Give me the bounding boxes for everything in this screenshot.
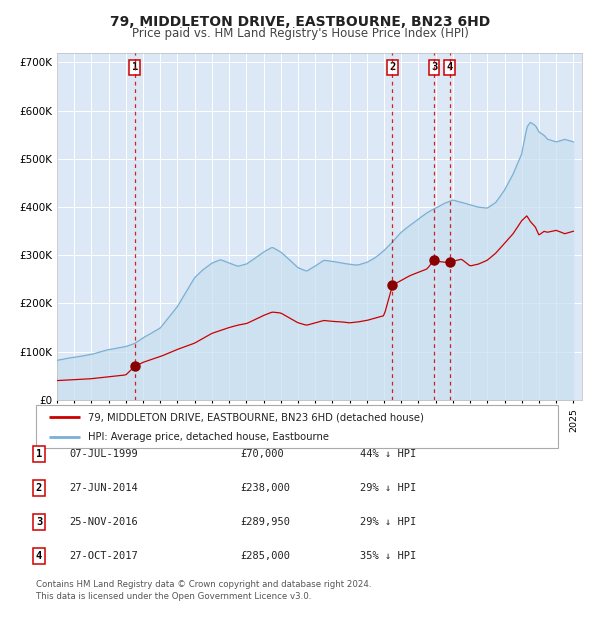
Text: 27-OCT-2017: 27-OCT-2017 bbox=[69, 551, 138, 561]
Text: Contains HM Land Registry data © Crown copyright and database right 2024.: Contains HM Land Registry data © Crown c… bbox=[36, 580, 371, 589]
Text: 44% ↓ HPI: 44% ↓ HPI bbox=[360, 449, 416, 459]
Text: 4: 4 bbox=[446, 63, 453, 73]
Text: £285,000: £285,000 bbox=[240, 551, 290, 561]
Text: 29% ↓ HPI: 29% ↓ HPI bbox=[360, 517, 416, 527]
Text: £70,000: £70,000 bbox=[240, 449, 284, 459]
FancyBboxPatch shape bbox=[36, 405, 558, 448]
Text: 1: 1 bbox=[131, 63, 138, 73]
Text: HPI: Average price, detached house, Eastbourne: HPI: Average price, detached house, East… bbox=[88, 432, 329, 442]
Text: 2: 2 bbox=[36, 483, 42, 493]
Text: £238,000: £238,000 bbox=[240, 483, 290, 493]
Text: 07-JUL-1999: 07-JUL-1999 bbox=[69, 449, 138, 459]
Text: 29% ↓ HPI: 29% ↓ HPI bbox=[360, 483, 416, 493]
Text: 1: 1 bbox=[36, 449, 42, 459]
Text: This data is licensed under the Open Government Licence v3.0.: This data is licensed under the Open Gov… bbox=[36, 592, 311, 601]
Text: 3: 3 bbox=[431, 63, 437, 73]
Text: 3: 3 bbox=[36, 517, 42, 527]
Text: Price paid vs. HM Land Registry's House Price Index (HPI): Price paid vs. HM Land Registry's House … bbox=[131, 27, 469, 40]
Text: 2: 2 bbox=[389, 63, 395, 73]
Text: 79, MIDDLETON DRIVE, EASTBOURNE, BN23 6HD (detached house): 79, MIDDLETON DRIVE, EASTBOURNE, BN23 6H… bbox=[88, 412, 424, 422]
Text: 35% ↓ HPI: 35% ↓ HPI bbox=[360, 551, 416, 561]
Text: 4: 4 bbox=[36, 551, 42, 561]
Text: 79, MIDDLETON DRIVE, EASTBOURNE, BN23 6HD: 79, MIDDLETON DRIVE, EASTBOURNE, BN23 6H… bbox=[110, 16, 490, 30]
Text: 27-JUN-2014: 27-JUN-2014 bbox=[69, 483, 138, 493]
Text: 25-NOV-2016: 25-NOV-2016 bbox=[69, 517, 138, 527]
Text: £289,950: £289,950 bbox=[240, 517, 290, 527]
